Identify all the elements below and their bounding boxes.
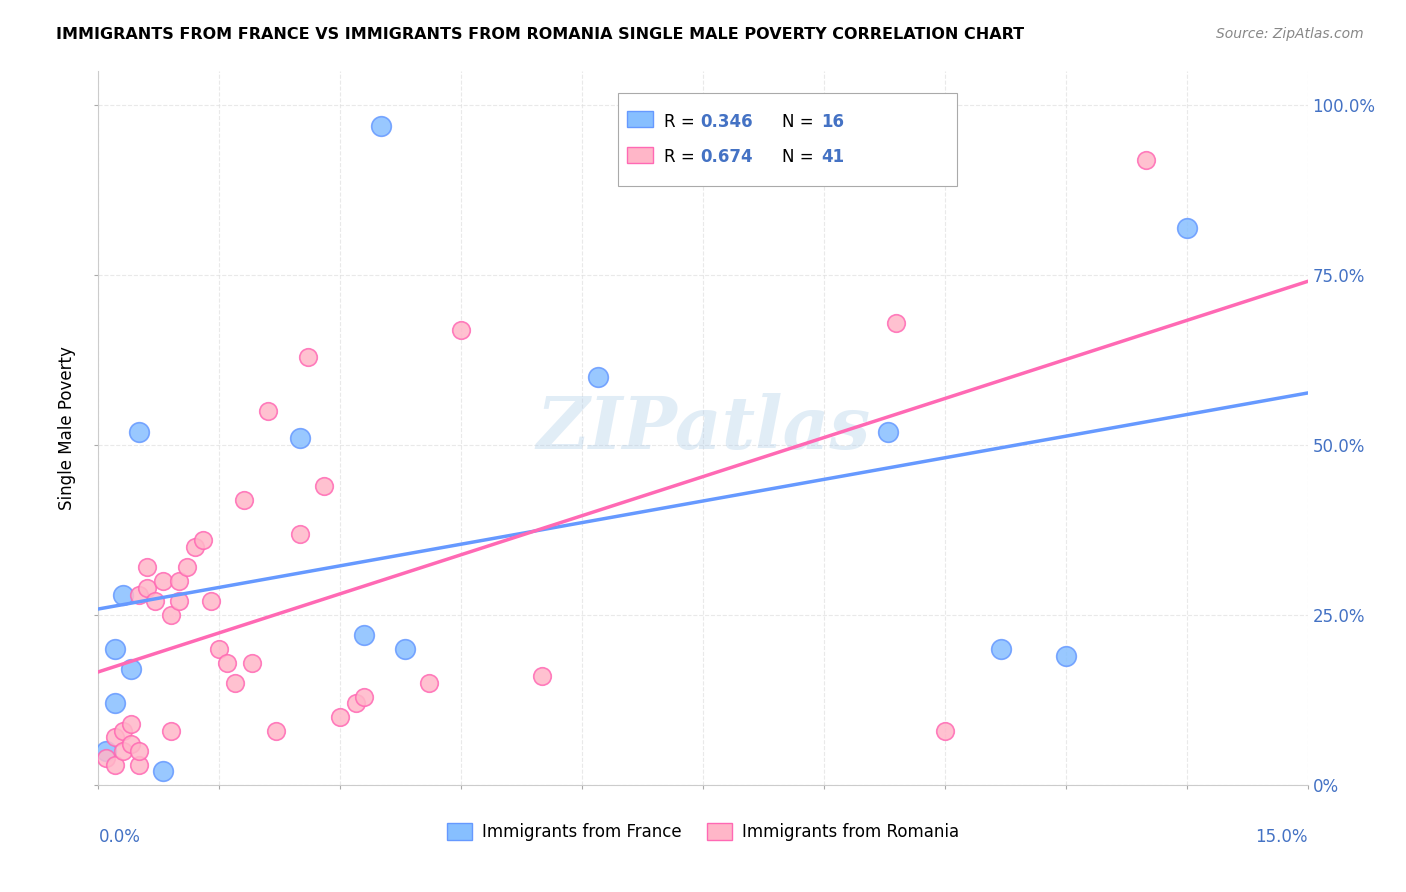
Point	[208, 642, 231, 657]
Point	[297, 350, 319, 364]
Y-axis label: Single Male Poverty: Single Male Poverty	[58, 346, 76, 510]
Point	[135, 560, 157, 574]
Point	[152, 764, 174, 779]
Point	[264, 723, 287, 738]
Text: R =: R =	[664, 148, 700, 167]
Point	[103, 731, 125, 745]
Point	[160, 723, 183, 738]
FancyBboxPatch shape	[627, 147, 654, 162]
Point	[167, 574, 190, 588]
Legend: Immigrants from France, Immigrants from Romania: Immigrants from France, Immigrants from …	[440, 816, 966, 848]
Text: 15.0%: 15.0%	[1256, 828, 1308, 846]
Point	[586, 370, 609, 384]
Point	[877, 425, 900, 439]
Point	[1175, 220, 1198, 235]
Text: 0.346: 0.346	[700, 112, 754, 131]
Point	[224, 676, 246, 690]
Point	[200, 594, 222, 608]
Point	[418, 676, 440, 690]
FancyBboxPatch shape	[627, 112, 654, 127]
Point	[128, 425, 150, 439]
Text: IMMIGRANTS FROM FRANCE VS IMMIGRANTS FROM ROMANIA SINGLE MALE POVERTY CORRELATIO: IMMIGRANTS FROM FRANCE VS IMMIGRANTS FRO…	[56, 27, 1025, 42]
Point	[111, 723, 134, 738]
Text: 0.674: 0.674	[700, 148, 754, 167]
Point	[120, 737, 142, 751]
Point	[103, 757, 125, 772]
Text: Source: ZipAtlas.com: Source: ZipAtlas.com	[1216, 27, 1364, 41]
FancyBboxPatch shape	[619, 93, 957, 186]
Point	[193, 533, 215, 548]
Text: 16: 16	[821, 112, 845, 131]
Point	[370, 119, 392, 133]
Text: R =: R =	[664, 112, 700, 131]
Point	[886, 316, 908, 330]
Point	[329, 710, 352, 724]
Point	[184, 540, 207, 554]
Point	[160, 608, 183, 623]
Text: 0.0%: 0.0%	[98, 828, 141, 846]
Point	[128, 588, 150, 602]
Text: N =: N =	[782, 148, 818, 167]
Point	[240, 656, 263, 670]
Point	[128, 757, 150, 772]
Point	[934, 723, 956, 738]
Point	[167, 594, 190, 608]
Point	[111, 744, 134, 758]
Point	[353, 628, 375, 642]
Point	[120, 716, 142, 731]
Point	[288, 526, 311, 541]
Point	[394, 642, 416, 657]
Point	[1135, 153, 1157, 167]
Text: 41: 41	[821, 148, 845, 167]
Point	[96, 744, 118, 758]
Point	[152, 574, 174, 588]
Point	[1054, 648, 1077, 663]
Point	[96, 751, 118, 765]
Point	[232, 492, 254, 507]
Text: ZIPatlas: ZIPatlas	[536, 392, 870, 464]
Point	[990, 642, 1012, 657]
Point	[353, 690, 375, 704]
Text: N =: N =	[782, 112, 818, 131]
Point	[344, 697, 367, 711]
Point	[143, 594, 166, 608]
Point	[217, 656, 239, 670]
Point	[530, 669, 553, 683]
Point	[103, 642, 125, 657]
Point	[288, 431, 311, 445]
Point	[450, 323, 472, 337]
Point	[120, 662, 142, 676]
Point	[256, 404, 278, 418]
Point	[135, 581, 157, 595]
Point	[103, 697, 125, 711]
Point	[111, 588, 134, 602]
Point	[128, 744, 150, 758]
Point	[176, 560, 198, 574]
Point	[314, 479, 336, 493]
